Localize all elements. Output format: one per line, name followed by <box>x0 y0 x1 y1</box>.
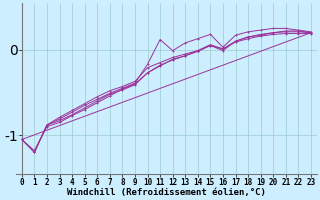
X-axis label: Windchill (Refroidissement éolien,°C): Windchill (Refroidissement éolien,°C) <box>67 188 266 197</box>
